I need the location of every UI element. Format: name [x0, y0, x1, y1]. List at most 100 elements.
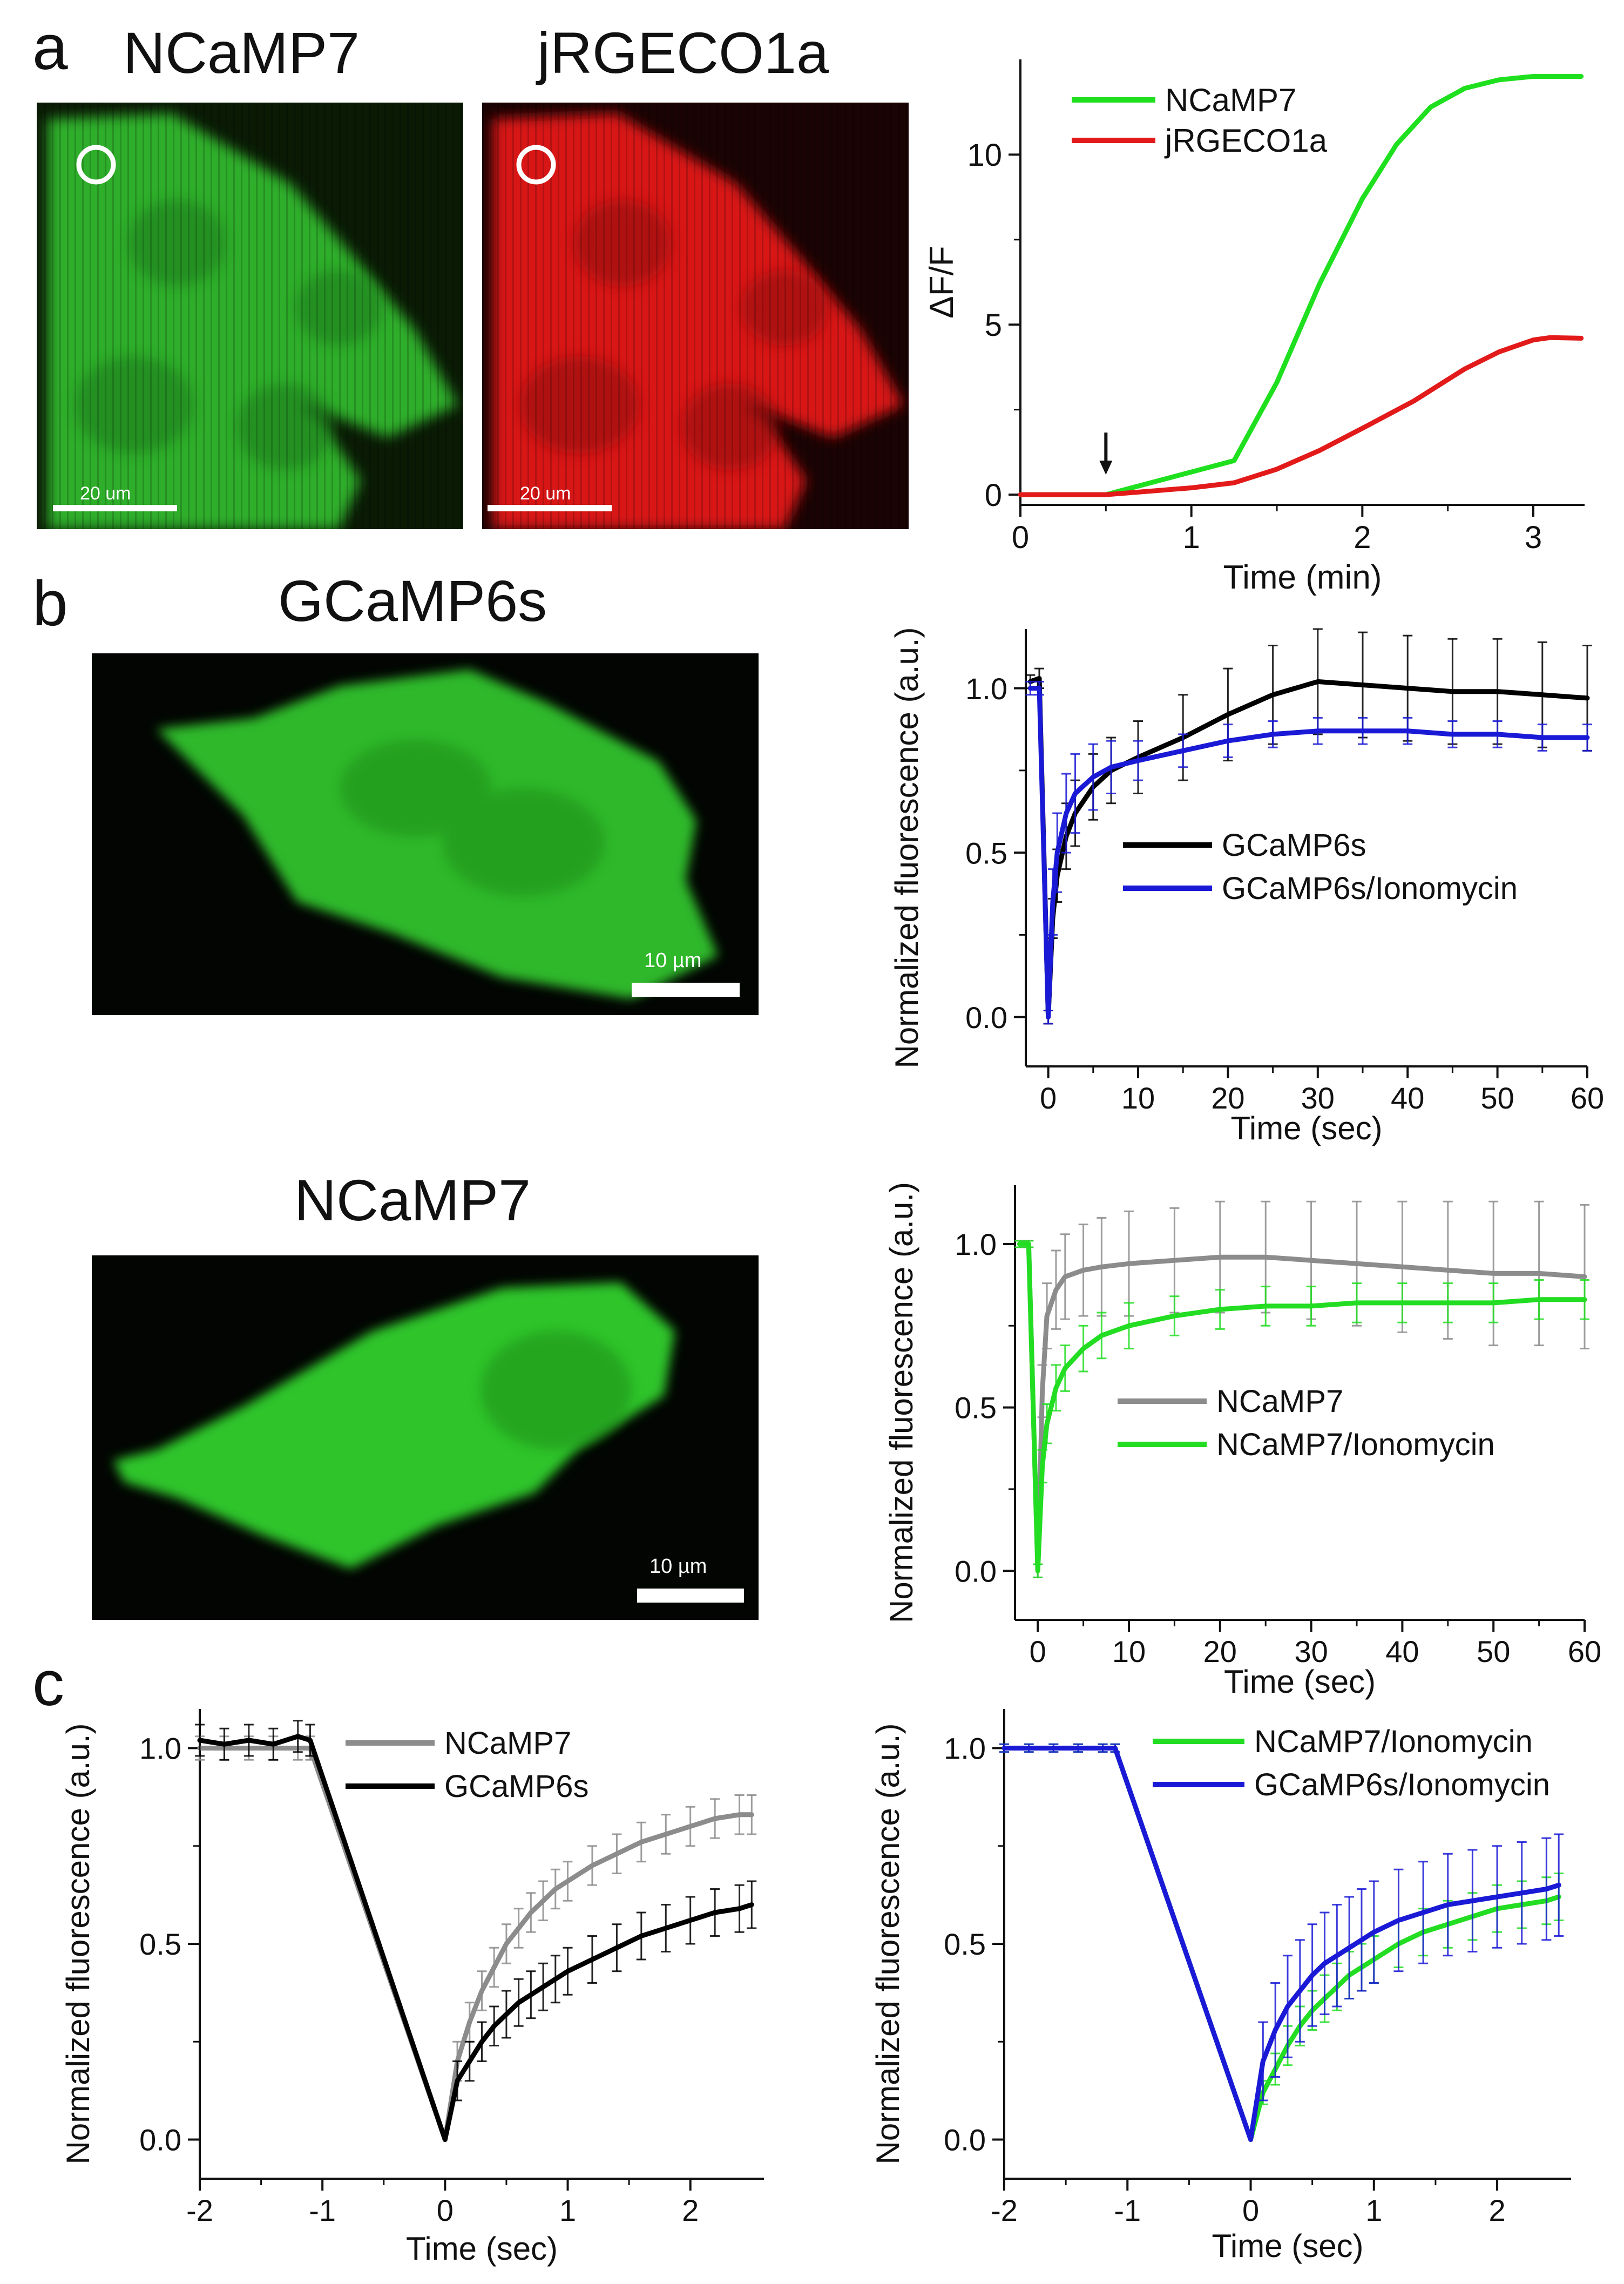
data-point: [1498, 78, 1500, 81]
data-point: [1038, 677, 1040, 680]
stimulus-arrow-head: [1099, 461, 1113, 475]
x-tick-label: 1: [1365, 2193, 1382, 2227]
data-point: [1051, 901, 1054, 903]
data-point: [1219, 1308, 1221, 1310]
x-tick-label: 0: [1040, 1081, 1057, 1115]
micrograph-ncamp7-b: 10 µm: [92, 1255, 759, 1620]
x-axis-label: Time (sec): [1224, 1664, 1376, 1700]
x-tick-label: -2: [991, 2193, 1018, 2227]
data-point: [1464, 368, 1466, 370]
data-point: [1082, 1269, 1085, 1272]
series-line: [1002, 1746, 1561, 2142]
data-point: [1046, 1315, 1048, 1317]
data-point: [1541, 693, 1544, 696]
data-point: [1262, 2060, 1264, 2063]
x-tick-label: 50: [1480, 1081, 1514, 1115]
data-point: [1047, 1016, 1050, 1018]
data-point: [1395, 143, 1398, 146]
data-point: [1545, 1888, 1548, 1890]
chart-c1: -2 -1 0 1 2 0.0 0.5 1.0 Time (sec) Normalized flu…: [60, 1709, 764, 2267]
y-tick-label: 5: [985, 308, 1002, 343]
y-tick-label: 0.0: [139, 2123, 181, 2157]
data-point: [1492, 1301, 1495, 1304]
data-point: [1054, 1288, 1057, 1291]
x-tick-label: 60: [1571, 1081, 1604, 1115]
data-point: [493, 1966, 496, 1969]
image-title-gcamp6s: GCaMP6s: [278, 568, 547, 633]
data-point: [1041, 1390, 1044, 1393]
series-jrgeco1a: jRGECO1a: [1018, 123, 1584, 497]
x-tick-label: 10: [1121, 1081, 1155, 1115]
series-line: [1027, 686, 1590, 1020]
y-tick-label: 0.5: [955, 1391, 997, 1425]
data-point: [542, 1900, 545, 1902]
x-tick-label: 50: [1477, 1634, 1510, 1668]
series-gcamp6s: GCaMP6s: [1025, 628, 1592, 1025]
roi-circle: [516, 145, 556, 185]
data-point: [1401, 1266, 1404, 1268]
data-point: [468, 2021, 471, 2023]
data-point: [1397, 1919, 1400, 1922]
data-point: [714, 1817, 716, 1820]
data-point: [1361, 198, 1364, 200]
y-tick-label: 0.0: [944, 2123, 986, 2157]
data-point: [689, 1919, 692, 1922]
data-point: [1082, 1347, 1085, 1350]
data-point: [640, 1841, 642, 1843]
data-point: [1054, 1387, 1057, 1389]
chart-b1: 0 10 20 30 40 50 60 0.0 0.5 1.0 Time (sec) Normaliz…: [889, 627, 1604, 1146]
data-point: [1360, 1938, 1363, 1941]
data-point: [591, 1864, 593, 1867]
panel-label-b: b: [32, 568, 68, 639]
data-point: [296, 1735, 299, 1738]
panel-label-a: a: [32, 12, 68, 83]
data-point: [1532, 339, 1534, 341]
data-point: [1549, 336, 1552, 339]
data-point: [1496, 690, 1499, 693]
data-point: [505, 1943, 508, 1945]
data-point: [517, 2001, 520, 2004]
legend-label: NCaMP7: [444, 1726, 571, 1761]
data-point: [1538, 1272, 1540, 1275]
data-point: [1077, 1747, 1079, 1749]
data-point: [1173, 1259, 1176, 1262]
data-point: [615, 1947, 618, 1949]
series-gcamp6s: GCaMP6s: [195, 1720, 757, 2142]
data-point: [481, 2040, 483, 2043]
micrograph-jrgeco1a: 20 um: [482, 103, 909, 529]
data-point: [1027, 1747, 1030, 1749]
chart-c2: -2 -1 0 1 2 0.0 0.5 1.0 Time (sec) Normalized flu…: [870, 1709, 1571, 2264]
data-point: [1541, 736, 1544, 739]
data-point: [640, 1935, 642, 1937]
scalebar: [53, 505, 177, 511]
data-point: [1464, 87, 1466, 90]
data-point: [493, 2025, 496, 2028]
data-point: [1586, 736, 1588, 739]
scalebar: [488, 505, 612, 511]
x-tick-label: 40: [1391, 1081, 1424, 1115]
legend-label: GCaMP6s: [444, 1769, 589, 1804]
data-point: [714, 1911, 716, 1914]
x-tick-label: -1: [309, 2193, 336, 2227]
y-tick-label: 0.5: [944, 1927, 986, 1961]
series-gcamp6s-ionomycin: GCaMP6s/Ionomycin: [1025, 680, 1592, 1025]
data-point: [1287, 2005, 1289, 2008]
data-point: [1019, 494, 1021, 496]
y-tick-label: 0: [985, 478, 1002, 513]
x-tick-label: 2: [1488, 2193, 1505, 2227]
data-point: [1046, 1422, 1048, 1425]
data-point: [1446, 1301, 1449, 1304]
x-tick-label: 20: [1211, 1081, 1244, 1115]
data-point: [1430, 106, 1432, 109]
x-tick-label: 30: [1294, 1634, 1328, 1668]
data-point: [1271, 693, 1274, 696]
legend-label: NCaMP7/Ionomycin: [1254, 1724, 1533, 1759]
x-tick-label: 30: [1301, 1081, 1335, 1115]
data-point: [554, 1888, 557, 1890]
scalebar-label: 20 um: [80, 483, 131, 504]
x-tick-label: 60: [1568, 1634, 1601, 1668]
data-point: [1401, 1301, 1404, 1304]
data-point: [1249, 2138, 1252, 2141]
data-point: [566, 1880, 569, 1882]
data-point: [665, 1833, 667, 1835]
